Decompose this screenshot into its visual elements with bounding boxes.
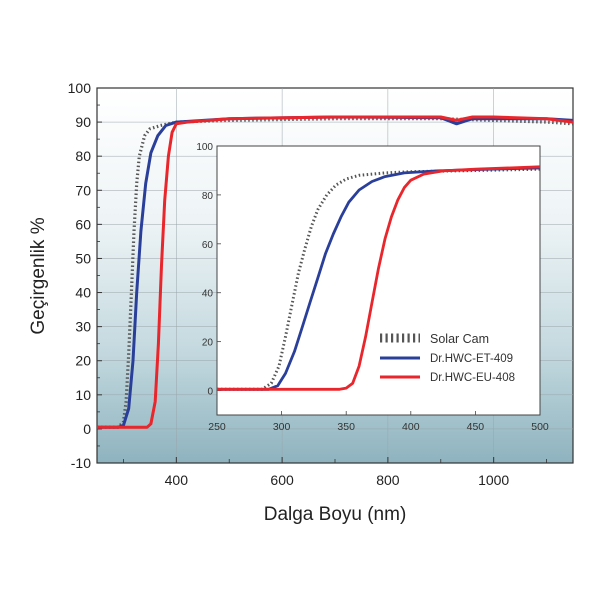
x-axis-label: Dalga Boyu (nm) — [264, 504, 407, 525]
inset-plot-background — [216, 145, 541, 416]
y-axis-label: Geçirgenlik % — [28, 217, 49, 334]
main-y-tick-label: 70 — [75, 182, 91, 198]
main-y-tick-label: 20 — [75, 353, 91, 369]
legend-item-solar: Solar Cam — [380, 332, 489, 346]
inset-axis-ticks: 0 20 40 60 80 100 250 300 350 400 450 500 — [196, 142, 549, 433]
main-y-tick-label: 10 — [75, 387, 91, 403]
inset-x-tick-label: 350 — [337, 421, 355, 433]
main-x-tick-label: 400 — [165, 472, 189, 488]
main-y-tick-label: 60 — [75, 216, 91, 232]
main-y-tick-label: 100 — [68, 80, 92, 96]
legend-item-et: Dr.HWC-ET-409 — [380, 353, 513, 365]
main-y-tick-label: 50 — [75, 250, 91, 266]
main-y-tick-label: 80 — [75, 148, 91, 164]
inset-x-tick-label: 500 — [531, 421, 549, 433]
inset-series-group — [217, 165, 540, 391]
inset-y-tick-label: 100 — [196, 142, 213, 153]
main-series-group — [97, 115, 573, 429]
main-y-tick-label: 30 — [75, 319, 91, 335]
main-series-line-eu — [97, 115, 573, 429]
legend-label-solar: Solar Cam — [430, 332, 489, 346]
main-x-tick-label: 600 — [270, 472, 294, 488]
main-series-line-et — [97, 115, 573, 429]
inset-y-tick-label: 40 — [202, 289, 214, 300]
main-y-tick-label: 90 — [75, 114, 91, 130]
legend-item-eu: Dr.HWC-EU-408 — [380, 372, 515, 384]
inset-x-tick-label: 400 — [402, 421, 420, 433]
legend-label-eu: Dr.HWC-EU-408 — [430, 372, 515, 384]
legend-label-et: Dr.HWC-ET-409 — [430, 353, 513, 365]
main-y-tick-label: 40 — [75, 285, 91, 301]
main-y-tick-label: -10 — [71, 455, 91, 471]
inset-x-tick-label: 250 — [208, 421, 226, 433]
inset-legend: Solar Cam Dr.HWC-ET-409 Dr.HWC-EU-408 — [380, 332, 515, 384]
main-y-tick-label: 0 — [83, 421, 91, 437]
inset-y-tick-label: 80 — [202, 191, 214, 202]
inset-x-tick-label: 450 — [467, 421, 485, 433]
inset-y-tick-label: 20 — [202, 338, 214, 349]
inset-series-line-eu — [217, 165, 540, 391]
inset-x-tick-label: 300 — [273, 421, 291, 433]
inset-y-tick-label: 0 — [207, 387, 213, 398]
inset-y-tick-label: 60 — [202, 240, 214, 251]
main-x-tick-label: 1000 — [478, 472, 509, 488]
main-x-tick-label: 800 — [376, 472, 400, 488]
inset-series-line-et — [217, 166, 540, 391]
